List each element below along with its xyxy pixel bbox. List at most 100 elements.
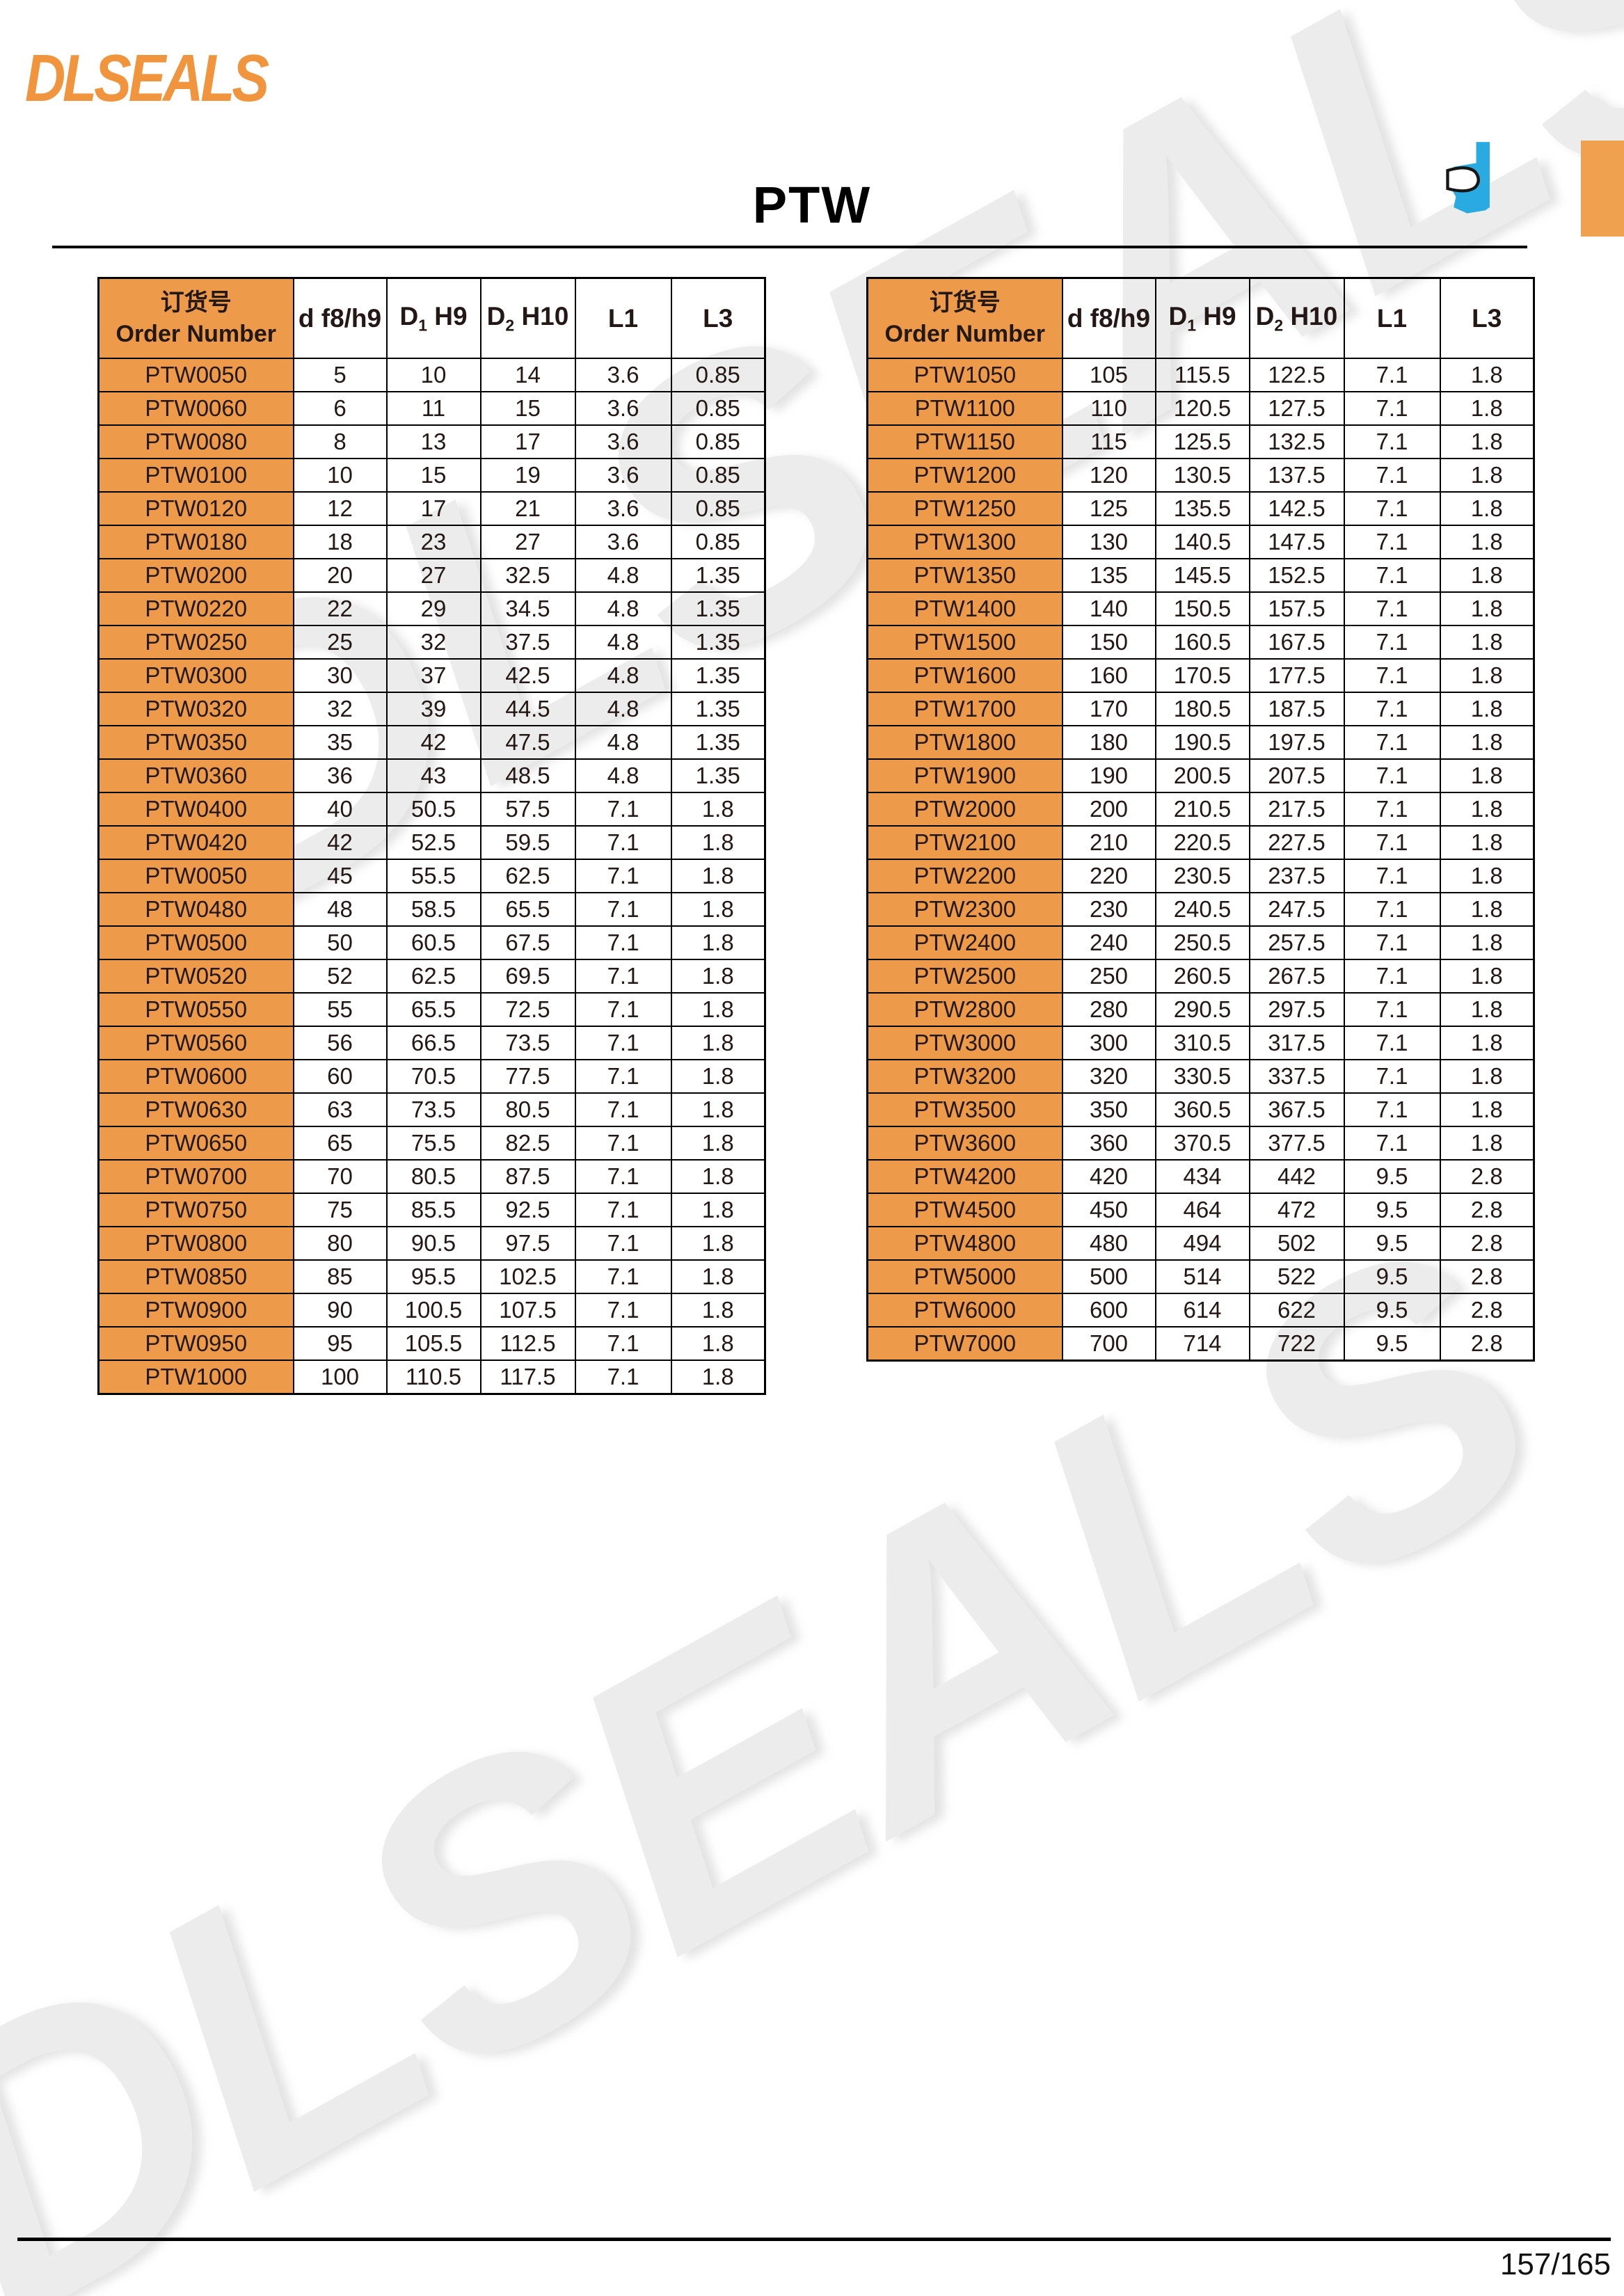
table-row: PTW4800 480 494 502 9.5 2.8 (866, 1226, 1535, 1261)
value-cell: 32.5 (479, 558, 576, 593)
value-cell: 4.8 (574, 625, 672, 660)
order-number-cell: PTW0100 (97, 458, 294, 493)
order-number-cell: PTW0500 (97, 925, 294, 960)
value-cell: 1.8 (670, 925, 766, 960)
value-cell: 1.8 (1439, 391, 1535, 426)
value-cell: 65 (292, 1126, 388, 1161)
value-cell: 69.5 (479, 959, 576, 994)
order-number-cell: PTW1900 (866, 758, 1063, 793)
order-number-cell: PTW1050 (866, 358, 1063, 392)
order-number-cell: PTW6000 (866, 1293, 1063, 1328)
footer-divider (17, 2238, 1611, 2241)
order-number-cell: PTW0180 (97, 525, 294, 559)
value-cell: 55 (292, 992, 388, 1027)
value-cell: 7.1 (1343, 992, 1441, 1027)
value-cell: 722 (1248, 1326, 1345, 1362)
value-cell: 42 (385, 725, 481, 760)
order-number-cell: PTW0320 (97, 692, 294, 726)
value-cell: 42.5 (479, 658, 576, 693)
value-cell: 250.5 (1154, 925, 1250, 960)
value-cell: 160 (1061, 658, 1156, 693)
value-cell: 62.5 (479, 859, 576, 893)
value-cell: 0.85 (670, 458, 766, 493)
order-number-cell: PTW0200 (97, 558, 294, 593)
value-cell: 290.5 (1154, 992, 1250, 1027)
table-row: PTW1700 170 180.5 187.5 7.1 1.8 (866, 692, 1535, 726)
value-cell: 1.35 (670, 658, 766, 693)
value-cell: 11 (385, 391, 481, 426)
table-row: PTW0900 90 100.5 107.5 7.1 1.8 (97, 1293, 766, 1328)
table-row: PTW1600 160 170.5 177.5 7.1 1.8 (866, 658, 1535, 693)
value-cell: 1.8 (1439, 892, 1535, 927)
table-row: PTW0050 5 10 14 3.6 0.85 (97, 358, 766, 392)
value-cell: 20 (292, 558, 388, 593)
value-cell: 187.5 (1248, 692, 1345, 726)
value-cell: 110.5 (385, 1360, 481, 1395)
value-cell: 1.8 (670, 959, 766, 994)
table-row: PTW3500 350 360.5 367.5 7.1 1.8 (866, 1092, 1535, 1127)
value-cell: 1.8 (670, 1326, 766, 1361)
value-cell: 1.8 (1439, 825, 1535, 860)
value-cell: 1.8 (670, 1226, 766, 1261)
value-cell: 7.1 (574, 992, 672, 1027)
table-row: PTW0400 40 50.5 57.5 7.1 1.8 (97, 792, 766, 827)
value-cell: 0.85 (670, 525, 766, 559)
value-cell: 472 (1248, 1193, 1345, 1227)
table-row: PTW0100 10 15 19 3.6 0.85 (97, 458, 766, 493)
order-number-zh: 订货号 (929, 289, 1001, 317)
value-cell: 17 (385, 491, 481, 526)
value-cell: 3.6 (574, 525, 672, 559)
value-cell: 36 (292, 758, 388, 793)
value-cell: 40 (292, 792, 388, 827)
order-number-cell: PTW0550 (97, 992, 294, 1027)
order-number-cell: PTW2100 (866, 825, 1063, 860)
value-cell: 240 (1061, 925, 1156, 960)
value-cell: 494 (1154, 1226, 1250, 1261)
value-cell: 9.5 (1343, 1293, 1441, 1328)
order-number-cell: PTW0220 (97, 591, 294, 626)
value-cell: 7.1 (574, 1126, 672, 1161)
value-cell: 7.1 (574, 859, 672, 893)
value-cell: 70.5 (385, 1059, 481, 1094)
value-cell: 7.1 (1343, 758, 1441, 793)
value-cell: 80.5 (385, 1159, 481, 1194)
table-row: PTW7000 700 714 722 9.5 2.8 (866, 1326, 1535, 1362)
table-row: PTW0200 20 27 32.5 4.8 1.35 (97, 558, 766, 593)
order-number-cell: PTW2400 (866, 925, 1063, 960)
value-cell: 110 (1061, 391, 1156, 426)
value-cell: 1.35 (670, 625, 766, 660)
table-row: PTW0650 65 75.5 82.5 7.1 1.8 (97, 1126, 766, 1161)
value-cell: 4.8 (574, 692, 672, 726)
order-number-cell: PTW0850 (97, 1259, 294, 1294)
value-cell: 87.5 (479, 1159, 576, 1194)
order-number-cell: PTW5000 (866, 1259, 1063, 1294)
value-cell: 0.85 (670, 491, 766, 526)
value-cell: 27 (479, 525, 576, 559)
table-row: PTW1200 120 130.5 137.5 7.1 1.8 (866, 458, 1535, 493)
value-cell: 180 (1061, 725, 1156, 760)
value-cell: 1.35 (670, 692, 766, 726)
table-row: PTW0220 22 29 34.5 4.8 1.35 (97, 591, 766, 626)
value-cell: 1.8 (1439, 792, 1535, 827)
value-cell: 7.1 (1343, 959, 1441, 994)
value-cell: 7.1 (1343, 458, 1441, 493)
order-number-en: Order Number (116, 320, 277, 347)
value-cell: 50.5 (385, 792, 481, 827)
order-number-cell: PTW0400 (97, 792, 294, 827)
value-cell: 73.5 (479, 1026, 576, 1060)
value-cell: 1.8 (1439, 1059, 1535, 1094)
orange-corner-bar (1581, 141, 1624, 237)
value-cell: 25 (292, 625, 388, 660)
value-cell: 7.1 (1343, 1126, 1441, 1161)
value-cell: 220 (1061, 859, 1156, 893)
column-header: L1 (1343, 277, 1441, 359)
order-number-cell: PTW1350 (866, 558, 1063, 593)
order-number-cell: PTW0950 (97, 1326, 294, 1361)
seal-profile-icon (1446, 142, 1490, 214)
value-cell: 95.5 (385, 1259, 481, 1294)
value-cell: 2.8 (1439, 1293, 1535, 1328)
value-cell: 4.8 (574, 558, 672, 593)
value-cell: 112.5 (479, 1326, 576, 1361)
value-cell: 100.5 (385, 1293, 481, 1328)
value-cell: 147.5 (1248, 525, 1345, 559)
